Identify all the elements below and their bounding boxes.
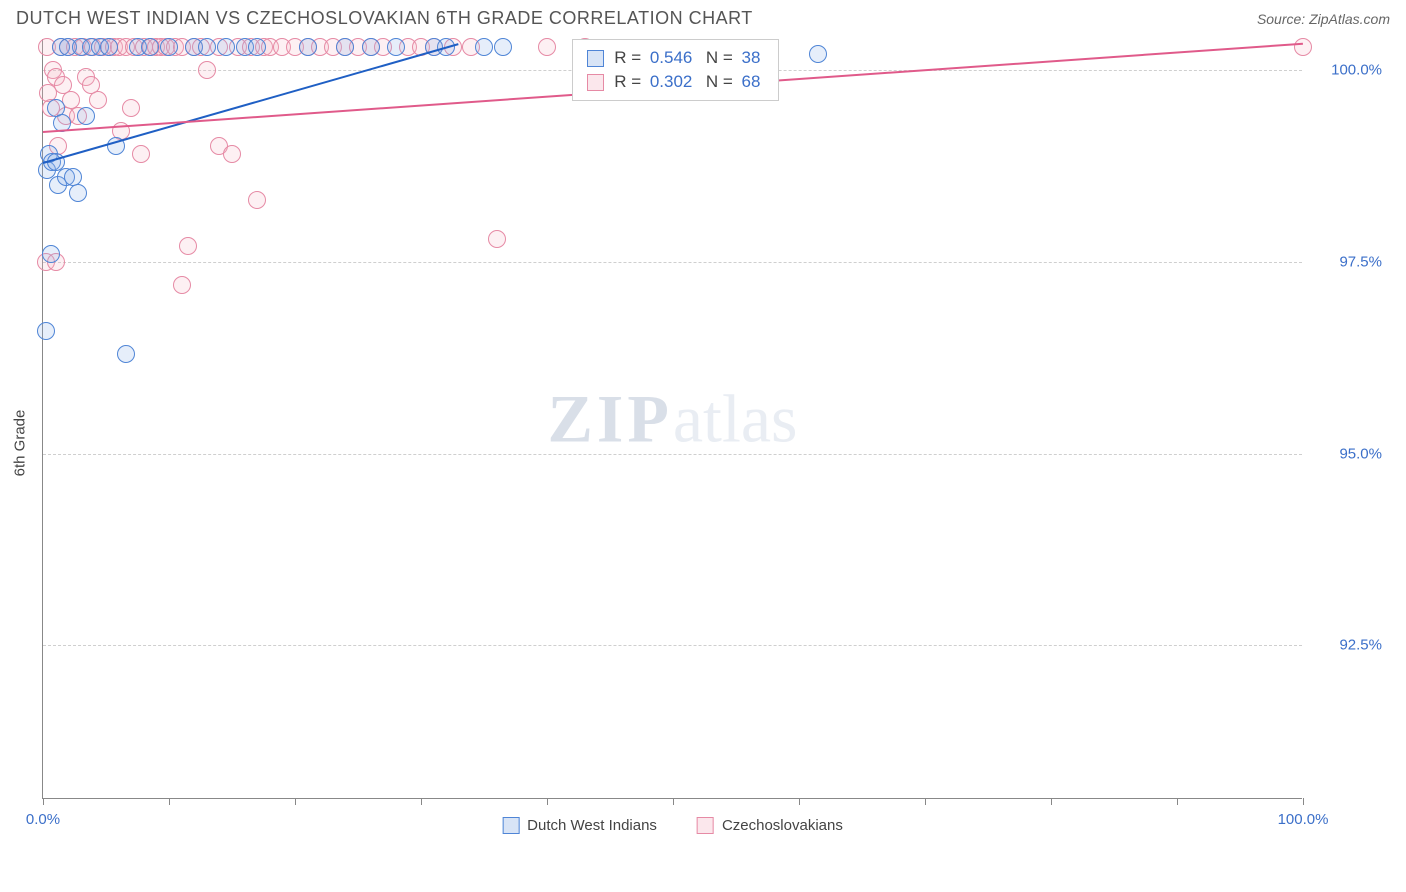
data-point-blue [37, 322, 55, 340]
data-point-blue [42, 245, 60, 263]
y-axis-label: 6th Grade [12, 410, 29, 477]
data-point-blue [69, 184, 87, 202]
chart-title: DUTCH WEST INDIAN VS CZECHOSLOVAKIAN 6TH… [16, 8, 753, 29]
data-point-blue [248, 38, 266, 56]
legend-stats: R = 0.546 N = 38 [614, 48, 764, 68]
data-point-pink [122, 99, 140, 117]
chart-header: DUTCH WEST INDIAN VS CZECHOSLOVAKIAN 6TH… [0, 0, 1406, 33]
legend-label: Dutch West Indians [527, 817, 657, 834]
data-point-pink [1294, 38, 1312, 56]
series-legend: Dutch West Indians Czechoslovakians [502, 817, 843, 834]
x-tick-mark [1051, 798, 1052, 805]
x-tick-mark [43, 798, 44, 805]
x-tick-mark [421, 798, 422, 805]
x-tick-mark [673, 798, 674, 805]
gridline [43, 645, 1302, 646]
plot-area: ZIPatlas 100.0%97.5%95.0%92.5%0.0%100.0%… [42, 39, 1302, 799]
chart-source: Source: ZipAtlas.com [1257, 11, 1390, 27]
data-point-pink [488, 230, 506, 248]
y-tick-label: 95.0% [1312, 445, 1382, 462]
y-tick-label: 100.0% [1312, 61, 1382, 78]
legend-swatch [587, 74, 604, 91]
legend-swatch [587, 50, 604, 67]
legend-row: R = 0.302 N = 68 [587, 70, 764, 94]
data-point-pink [248, 191, 266, 209]
y-tick-label: 92.5% [1312, 637, 1382, 654]
source-prefix: Source: [1257, 11, 1309, 27]
data-point-blue [387, 38, 405, 56]
data-point-blue [141, 38, 159, 56]
source-name: ZipAtlas.com [1309, 11, 1390, 27]
legend-label: Czechoslovakians [722, 817, 843, 834]
data-point-blue [299, 38, 317, 56]
data-point-blue [117, 345, 135, 363]
data-point-pink [132, 145, 150, 163]
data-point-blue [362, 38, 380, 56]
chart-container: 6th Grade ZIPatlas 100.0%97.5%95.0%92.5%… [0, 33, 1406, 853]
x-tick-mark [547, 798, 548, 805]
gridline [43, 262, 1302, 263]
data-point-blue [217, 38, 235, 56]
data-point-blue [336, 38, 354, 56]
watermark: ZIPatlas [548, 379, 798, 458]
data-point-pink [223, 145, 241, 163]
legend-swatch [697, 817, 714, 834]
watermark-light: atlas [673, 380, 798, 456]
x-tick-mark [169, 798, 170, 805]
legend-swatch [502, 817, 519, 834]
data-point-blue [100, 38, 118, 56]
data-point-blue [198, 38, 216, 56]
data-point-blue [494, 38, 512, 56]
x-tick-mark [925, 798, 926, 805]
x-tick-mark [1177, 798, 1178, 805]
data-point-blue [475, 38, 493, 56]
y-tick-label: 97.5% [1312, 253, 1382, 270]
x-tick-mark [799, 798, 800, 805]
legend-row: R = 0.546 N = 38 [587, 46, 764, 70]
correlation-legend: R = 0.546 N = 38 R = 0.302 N = 68 [572, 39, 779, 101]
legend-stats: R = 0.302 N = 68 [614, 72, 764, 92]
data-point-pink [179, 237, 197, 255]
data-point-blue [160, 38, 178, 56]
gridline [43, 454, 1302, 455]
legend-item: Czechoslovakians [697, 817, 843, 834]
x-tick-label: 100.0% [1278, 811, 1329, 828]
data-point-pink [173, 276, 191, 294]
data-point-pink [89, 91, 107, 109]
x-tick-mark [295, 798, 296, 805]
data-point-pink [538, 38, 556, 56]
legend-item: Dutch West Indians [502, 817, 657, 834]
x-tick-mark [1303, 798, 1304, 805]
data-point-pink [198, 61, 216, 79]
x-tick-label: 0.0% [26, 811, 60, 828]
data-point-blue [809, 45, 827, 63]
data-point-blue [77, 107, 95, 125]
watermark-bold: ZIP [548, 380, 673, 456]
